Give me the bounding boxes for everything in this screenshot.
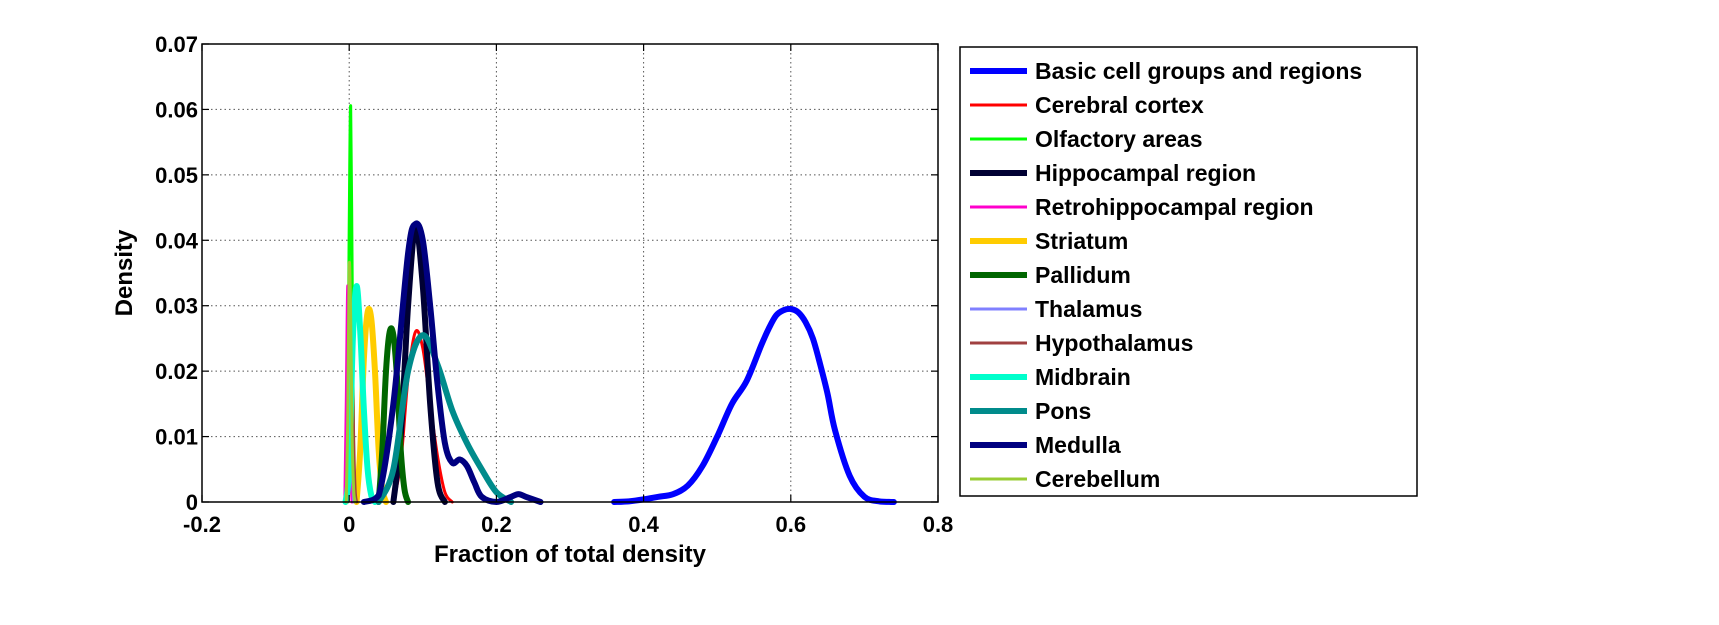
x-tick-label: 0	[343, 512, 355, 537]
y-tick-label: 0	[186, 490, 198, 515]
y-tick-label: 0.03	[155, 294, 198, 319]
legend-box	[959, 46, 1418, 497]
y-tick-label: 0.06	[155, 97, 198, 122]
series-line-pons	[375, 332, 515, 505]
plot-frame	[201, 43, 939, 503]
y-axis-label: Density	[111, 229, 138, 316]
legend-items: Basic cell groups and regions Cerebral co…	[970, 58, 1362, 492]
legend-label-medulla: Medulla	[1035, 432, 1121, 458]
legend-label-thalamus: Thalamus	[1035, 296, 1142, 322]
legend-label-retrohippocampal-region: Retrohippocampal region	[1035, 194, 1314, 220]
plot-area	[202, 44, 938, 502]
series-line-pallidum	[375, 325, 412, 505]
series-line-midbrain	[342, 283, 378, 505]
legend-label-hypothalamus: Hypothalamus	[1035, 330, 1193, 356]
legend-label-striatum: Striatum	[1035, 228, 1128, 254]
x-axis-label: Fraction of total density	[434, 541, 707, 568]
legend-label-olfactory-areas: Olfactory areas	[1035, 126, 1202, 152]
legend-label-midbrain: Midbrain	[1035, 364, 1131, 390]
legend-label-basic-cell-groups-and-regions: Basic cell groups and regions	[1035, 58, 1362, 84]
x-tick-labels: -0.2 0 0.2 0.4 0.6 0.8	[183, 512, 953, 537]
x-tick-label: -0.2	[183, 512, 221, 537]
legend-label-hippocampal-region: Hippocampal region	[1035, 160, 1256, 186]
x-tick-label: 0.8	[923, 512, 954, 537]
grid-lines	[202, 44, 938, 502]
y-tick-label: 0.05	[155, 163, 198, 188]
y-tick-label: 0.02	[155, 359, 198, 384]
legend-label-cerebral-cortex: Cerebral cortex	[1035, 92, 1204, 118]
y-tick-label: 0.07	[155, 32, 198, 57]
x-tick-label: 0.4	[628, 512, 659, 537]
x-tick-label: 0.2	[481, 512, 512, 537]
series-line-medulla	[360, 220, 544, 505]
legend-label-pallidum: Pallidum	[1035, 262, 1131, 288]
legend-label-cerebellum: Cerebellum	[1035, 466, 1160, 492]
series-line-cerebellum	[344, 260, 357, 504]
x-tick-label: 0.6	[776, 512, 807, 537]
series-line-basic-cell-groups-and-regions	[611, 305, 897, 505]
series-lines	[342, 104, 897, 505]
y-tick-label: 0.04	[155, 228, 199, 253]
legend: Basic cell groups and regions Cerebral co…	[959, 46, 1418, 497]
legend-label-pons: Pons	[1035, 398, 1091, 424]
y-tick-labels: 0 0.01 0.02 0.03 0.04 0.05 0.06 0.07	[155, 32, 199, 515]
axis-ticks	[201, 43, 939, 503]
y-tick-label: 0.01	[155, 425, 198, 450]
